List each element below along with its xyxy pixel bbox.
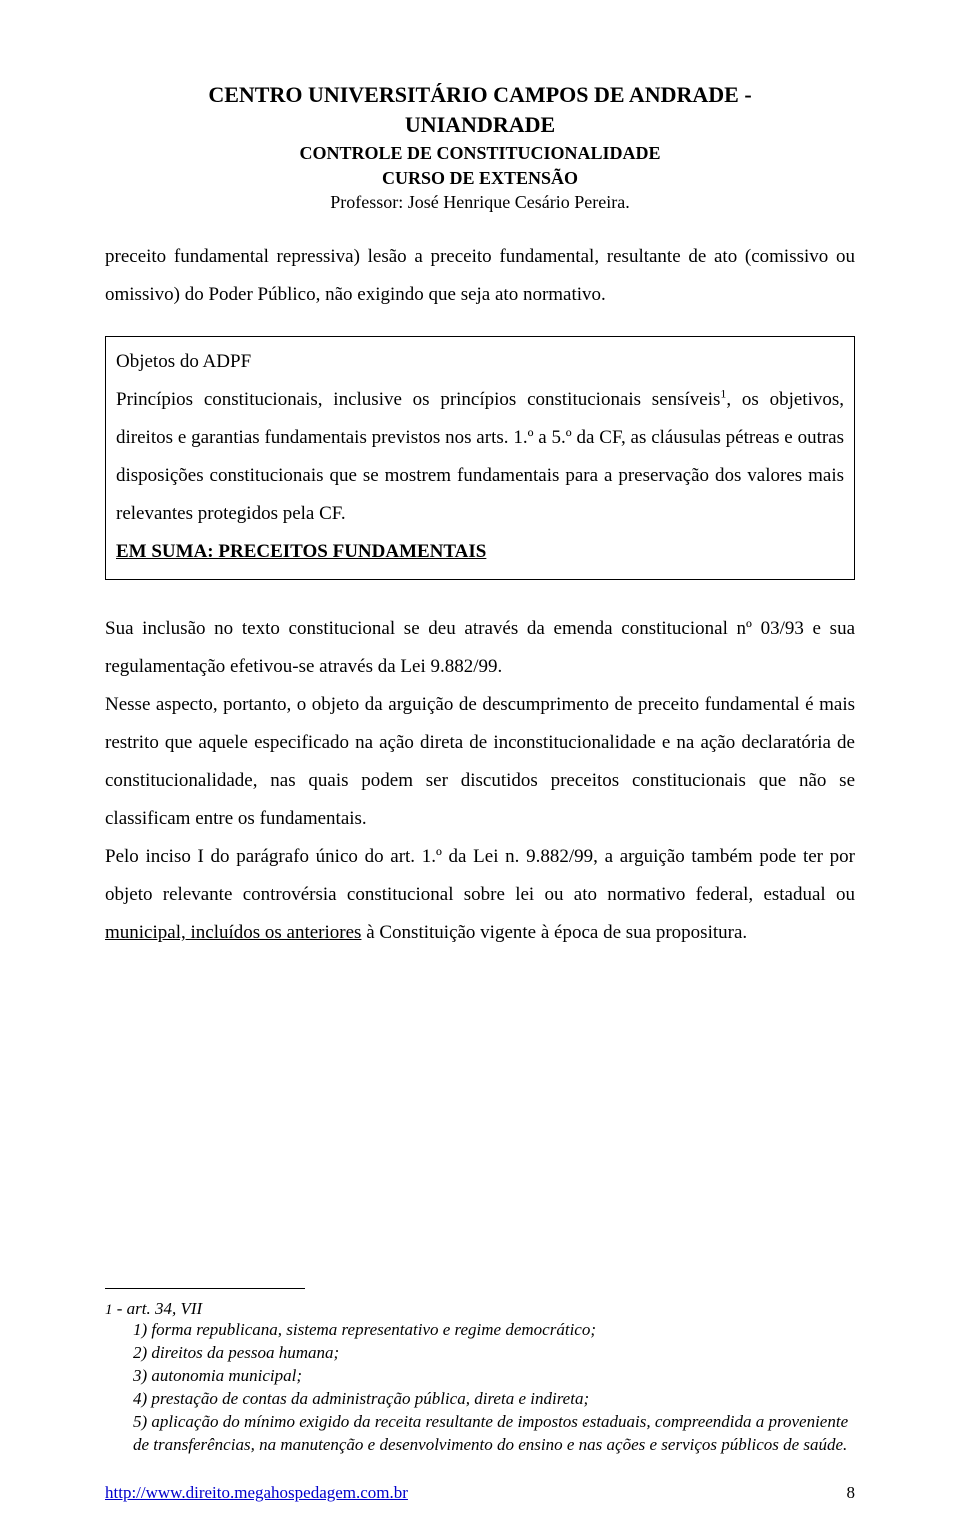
- institution-line1: CENTRO UNIVERSITÁRIO CAMPOS DE ANDRADE -: [105, 80, 855, 110]
- paragraph-3: Nesse aspecto, portanto, o objeto da arg…: [105, 686, 855, 838]
- institution-line2: UNIANDRADE: [105, 110, 855, 140]
- footnotes: 1 - art. 34, VII 1) forma republicana, s…: [105, 1288, 855, 1457]
- para4-b: à Constituição vigente à época de sua pr…: [361, 922, 747, 943]
- footnote-item-4: 4) prestação de contas da administração …: [105, 1388, 855, 1411]
- footnote-item-2: 2) direitos da pessoa humana;: [105, 1342, 855, 1365]
- footnote-1: 1 - art. 34, VII: [105, 1299, 855, 1319]
- document-header: CENTRO UNIVERSITÁRIO CAMPOS DE ANDRADE -…: [105, 80, 855, 214]
- box-emphasis-text: EM SUMA: PRECEITOS FUNDAMENTAIS: [116, 541, 486, 562]
- paragraph-2: Sua inclusão no texto constitucional se …: [105, 610, 855, 686]
- box-body: Princípios constitucionais, inclusive os…: [116, 381, 844, 533]
- footnote-rule: [105, 1288, 305, 1289]
- box-body-a: Princípios constitucionais, inclusive os…: [116, 389, 720, 410]
- adpf-box: Objetos do ADPF Princípios constituciona…: [105, 336, 855, 580]
- footnote-marker: 1: [105, 1302, 113, 1318]
- footnote-head: - art. 34, VII: [113, 1299, 203, 1318]
- page-footer: http://www.direito.megahospedagem.com.br…: [105, 1483, 855, 1503]
- para4-a: Pelo inciso I do parágrafo único do art.…: [105, 846, 855, 905]
- paragraph-4: Pelo inciso I do parágrafo único do art.…: [105, 838, 855, 952]
- footnote-item-5: 5) aplicação do mínimo exigido da receit…: [105, 1411, 855, 1457]
- course-title: CONTROLE DE CONSTITUCIONALIDADE: [105, 141, 855, 165]
- footnote-item-3: 3) autonomia municipal;: [105, 1365, 855, 1388]
- para4-underlined: municipal, incluídos os anteriores: [105, 922, 361, 943]
- course-type: CURSO DE EXTENSÃO: [105, 166, 855, 190]
- page-number: 8: [847, 1483, 856, 1503]
- box-title: Objetos do ADPF: [116, 343, 844, 381]
- footer-link[interactable]: http://www.direito.megahospedagem.com.br: [105, 1483, 408, 1503]
- professor-line: Professor: José Henrique Cesário Pereira…: [105, 190, 855, 214]
- box-emphasis: EM SUMA: PRECEITOS FUNDAMENTAIS: [116, 533, 844, 571]
- paragraph-1: preceito fundamental repressiva) lesão a…: [105, 238, 855, 314]
- footnote-item-1: 1) forma republicana, sistema representa…: [105, 1319, 855, 1342]
